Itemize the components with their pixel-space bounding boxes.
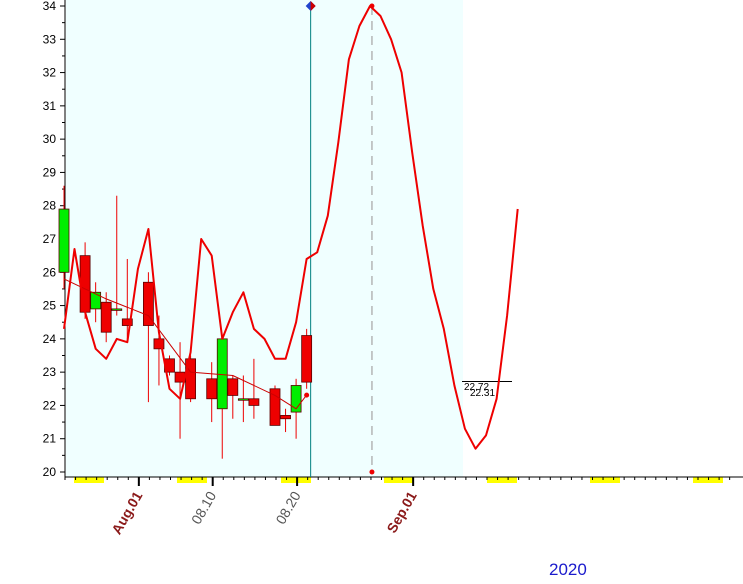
- x-tick-label-sep-01: Sep.01: [383, 488, 420, 535]
- y-tick-label-21: 21: [43, 432, 57, 446]
- candle-body-15: [216, 338, 228, 410]
- candle-body-0: [58, 208, 70, 273]
- peak-marker-top: [369, 3, 375, 9]
- y-tick-label-26: 26: [43, 265, 57, 279]
- weekend-marker-4: [487, 477, 517, 483]
- price-labels: 22.72 22.31: [464, 382, 495, 399]
- series-lines: [63, 5, 519, 450]
- weekend-markers: [74, 477, 723, 483]
- candle-body-23: [301, 335, 313, 383]
- x-tick-label-aug-01: Aug.01: [108, 488, 145, 537]
- history-background: [66, 0, 463, 477]
- candle-body-5: [111, 308, 123, 311]
- candle-body-8: [142, 281, 154, 326]
- peak-marker-bottom: [369, 469, 375, 475]
- y-tick-label-25: 25: [43, 299, 57, 313]
- candle-body-16: [227, 378, 239, 396]
- markers: [304, 1, 375, 475]
- weekend-marker-5: [590, 477, 620, 483]
- y-tick-label-23: 23: [43, 365, 57, 379]
- candle-body-14: [206, 378, 218, 400]
- price-label-22-31: 22.31: [470, 388, 495, 399]
- candle-body-21: [280, 415, 291, 420]
- moving-average-end-marker: [304, 392, 310, 398]
- y-tick-label-31: 31: [43, 99, 57, 113]
- y-tick-label-32: 32: [43, 66, 57, 80]
- weekend-marker-3: [384, 477, 414, 483]
- candle-body-20: [269, 388, 281, 426]
- candle-body-4: [100, 301, 112, 333]
- x-axis: Aug.01 08.10 08.20 Sep.01: [64, 476, 743, 537]
- reference-lines: [310, 6, 512, 477]
- y-tick-label-27: 27: [43, 232, 57, 246]
- y-tick-label-29: 29: [43, 165, 57, 179]
- y-tick-label-33: 33: [43, 32, 57, 46]
- x-tick-label-08-20: 08.20: [272, 488, 303, 527]
- series-line-projection-curve: [63, 5, 519, 450]
- candle-body-2: [79, 255, 91, 313]
- candle-body-6: [121, 318, 133, 326]
- x-tick-label-08-10: 08.10: [188, 488, 219, 527]
- current-day-diamond-half: [310, 1, 316, 11]
- y-tick-label-28: 28: [43, 199, 57, 213]
- candle-body-3: [90, 291, 102, 310]
- y-tick-label-30: 30: [43, 132, 57, 146]
- y-tick-label-22: 22: [43, 398, 57, 412]
- weekend-marker-0: [74, 477, 104, 483]
- y-tick-label-20: 20: [43, 465, 57, 479]
- year-label: 2020: [549, 560, 587, 579]
- candle-body-9: [153, 338, 165, 350]
- series-line-moving-average: [63, 278, 307, 410]
- candle-body-17: [237, 398, 249, 401]
- candle-body-18: [248, 398, 260, 406]
- price-label-22-72: 22.72: [464, 382, 489, 393]
- candlesticks: [58, 185, 313, 459]
- y-tick-label-34: 34: [43, 0, 57, 13]
- weekend-marker-6: [693, 477, 723, 483]
- y-tick-label-24: 24: [43, 332, 57, 346]
- weekend-marker-2: [281, 477, 311, 483]
- candle-body-22: [290, 385, 302, 413]
